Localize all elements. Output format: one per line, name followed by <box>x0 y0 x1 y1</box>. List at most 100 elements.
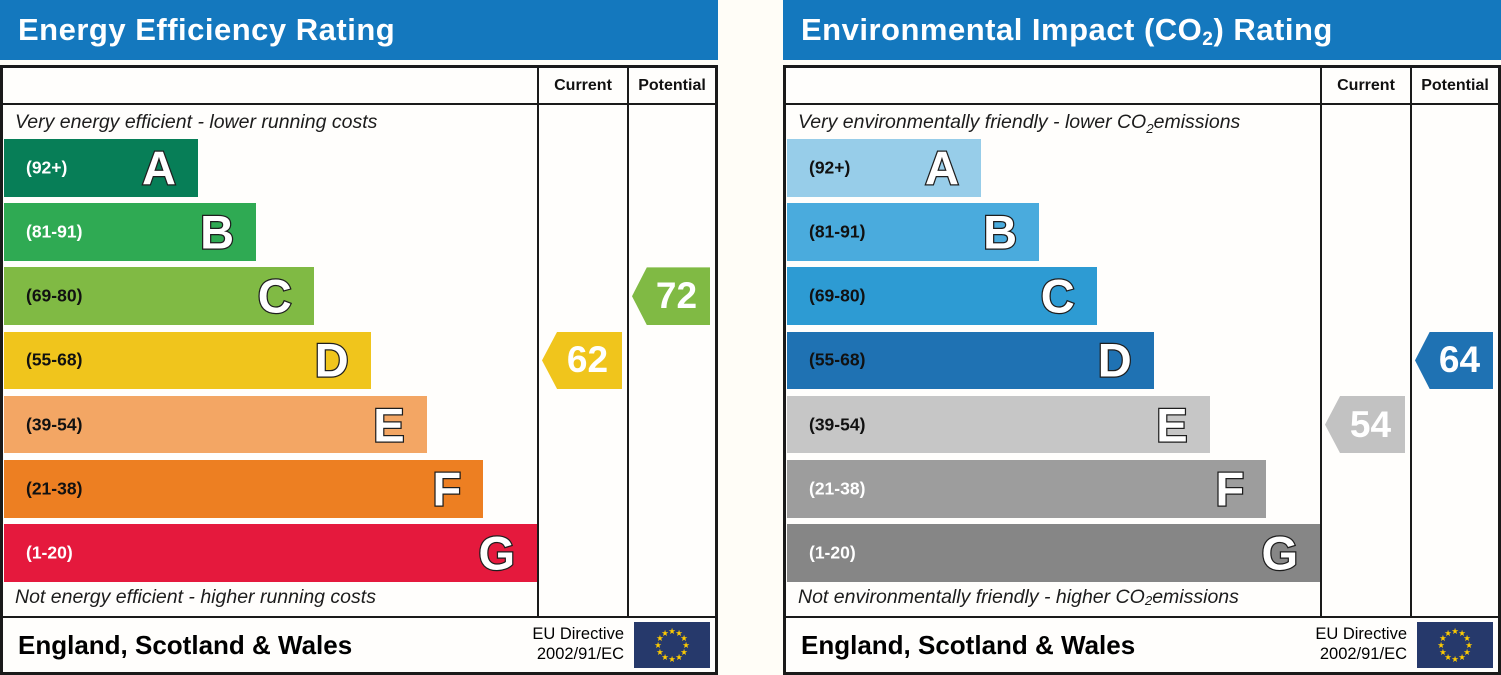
band-f-range: (21-38) <box>26 478 83 499</box>
bottom-note-subscript: 2 <box>1144 593 1153 608</box>
region-label: England, Scotland & Wales <box>801 629 1136 660</box>
environmental-impact-panel: Environmental Impact (CO 2) Rating Curren… <box>783 0 1501 675</box>
svg-text:★: ★ <box>1444 653 1452 663</box>
bottom-note-text: Not environmentally friendly - higher CO <box>798 585 1145 608</box>
band-g-letter: G <box>477 526 516 580</box>
band-d: (55-68) D <box>4 331 371 390</box>
band-d: (55-68) D <box>787 331 1154 390</box>
rating-scale: Very energy efficient - lower running co… <box>3 105 537 616</box>
current-rating-arrow: 62 <box>542 331 622 390</box>
title-subscript: 2 <box>1202 29 1214 50</box>
band-c: (69-80) C <box>787 267 1097 325</box>
potential-column-header: Potential <box>1410 68 1498 103</box>
region-label: England, Scotland & Wales <box>18 629 353 660</box>
title-text: Energy Efficiency Rating <box>18 12 396 47</box>
band-g: (1-20) G <box>4 524 537 582</box>
top-note-text: Very energy efficient - lower running co… <box>15 110 378 133</box>
svg-text:★: ★ <box>1444 629 1452 639</box>
potential-rating-arrow: 64 <box>1415 331 1493 390</box>
band-e: (39-54) E <box>4 395 427 454</box>
svg-text:★: ★ <box>680 648 688 658</box>
top-note: Very energy efficient - lower running co… <box>3 105 537 139</box>
svg-text:★: ★ <box>1451 655 1459 665</box>
svg-text:★: ★ <box>656 648 664 658</box>
co2-panel-title: Environmental Impact (CO 2) Rating <box>783 0 1501 60</box>
band-e-letter: E <box>1155 398 1189 452</box>
band-c-range: (69-80) <box>26 285 83 306</box>
svg-text:★: ★ <box>656 634 664 644</box>
title-text: Environmental Impact (CO <box>801 12 1203 47</box>
band-a: (92+) A <box>787 139 981 197</box>
svg-text:★: ★ <box>1463 634 1471 644</box>
header-spacer-cell <box>786 68 1320 103</box>
svg-text:★: ★ <box>1463 648 1471 658</box>
band-f-letter: F <box>431 462 462 516</box>
rating-scale-body: Very environmentally friendly - lower CO… <box>786 105 1498 616</box>
current-column: 62 <box>537 105 627 616</box>
band-f: (21-38) F <box>787 459 1267 518</box>
band-a-letter: A <box>924 141 960 195</box>
footer-row: England, Scotland & Wales EU Directive 2… <box>786 616 1498 672</box>
potential-rating-arrow: 72 <box>632 267 710 325</box>
band-g-range: (1-20) <box>809 542 856 563</box>
rating-scale: Very environmentally friendly - lower CO… <box>786 105 1320 616</box>
svg-text:★: ★ <box>654 641 662 651</box>
band-c-range: (69-80) <box>809 285 866 306</box>
eu-directive-label: EU Directive 2002/91/EC <box>532 625 624 663</box>
band-f-range: (21-38) <box>809 478 866 499</box>
svg-text:★: ★ <box>1458 629 1466 639</box>
potential-column: 64 <box>1410 105 1498 616</box>
title-text-end: ) Rating <box>1213 12 1333 47</box>
band-d-letter: D <box>1097 333 1133 387</box>
current-rating-value: 62 <box>566 339 609 381</box>
band-b-range: (81-91) <box>26 221 83 242</box>
current-column-header: Current <box>1320 68 1410 103</box>
svg-text:★: ★ <box>675 629 683 639</box>
column-header-row: Current Potential <box>3 68 715 105</box>
eu-flag-icon: ★ ★★ ★★★ ★★★ ★★★ <box>1417 622 1493 668</box>
band-b-letter: B <box>199 205 235 259</box>
energy-efficiency-panel: Energy Efficiency Rating Current Potenti… <box>0 0 718 675</box>
current-column: 54 <box>1320 105 1410 616</box>
svg-text:★: ★ <box>661 629 669 639</box>
bottom-note: Not environmentally friendly - higher CO… <box>786 583 1239 611</box>
band-g-letter: G <box>1260 526 1299 580</box>
bottom-note-text-end: emissions <box>1152 585 1239 608</box>
top-note-text: Very environmentally friendly - lower CO <box>798 110 1147 133</box>
band-d-letter: D <box>314 333 350 387</box>
column-header-row: Current Potential <box>786 68 1498 105</box>
band-a: (92+) A <box>4 139 198 197</box>
bottom-note: Not energy efficient - higher running co… <box>3 583 376 611</box>
potential-column-header: Potential <box>627 68 715 103</box>
band-c-letter: C <box>256 269 292 323</box>
energy-panel-title: Energy Efficiency Rating <box>0 0 718 60</box>
band-b: (81-91) B <box>787 203 1040 261</box>
svg-text:★: ★ <box>1451 627 1459 637</box>
band-b: (81-91) B <box>4 203 257 261</box>
top-note-subscript: 2 <box>1146 121 1154 136</box>
top-note: Very environmentally friendly - lower CO… <box>786 105 1320 139</box>
band-b-letter: B <box>982 205 1018 259</box>
top-note-text-end: emissions <box>1153 110 1241 133</box>
band-a-letter: A <box>141 141 177 195</box>
rating-scale-body: Very energy efficient - lower running co… <box>3 105 715 616</box>
svg-text:★: ★ <box>1437 641 1445 651</box>
band-g-range: (1-20) <box>26 542 73 563</box>
eu-directive-label: EU Directive 2002/91/EC <box>1315 625 1407 663</box>
current-column-header: Current <box>537 68 627 103</box>
svg-text:★: ★ <box>680 634 688 644</box>
band-c-letter: C <box>1039 269 1075 323</box>
band-f: (21-38) F <box>4 459 484 518</box>
potential-rating-value: 72 <box>655 275 698 317</box>
band-d-range: (55-68) <box>26 349 83 370</box>
svg-text:★: ★ <box>668 627 676 637</box>
band-f-letter: F <box>1214 462 1245 516</box>
eu-flag-icon: ★ ★★ ★★★ ★★★ ★★★ <box>634 622 710 668</box>
band-e: (39-54) E <box>787 395 1210 454</box>
band-a-range: (92+) <box>809 157 851 178</box>
band-e-letter: E <box>372 398 406 452</box>
band-b-range: (81-91) <box>809 221 866 242</box>
svg-text:★: ★ <box>682 641 690 651</box>
band-d-range: (55-68) <box>809 349 866 370</box>
band-e-range: (39-54) <box>809 414 866 435</box>
